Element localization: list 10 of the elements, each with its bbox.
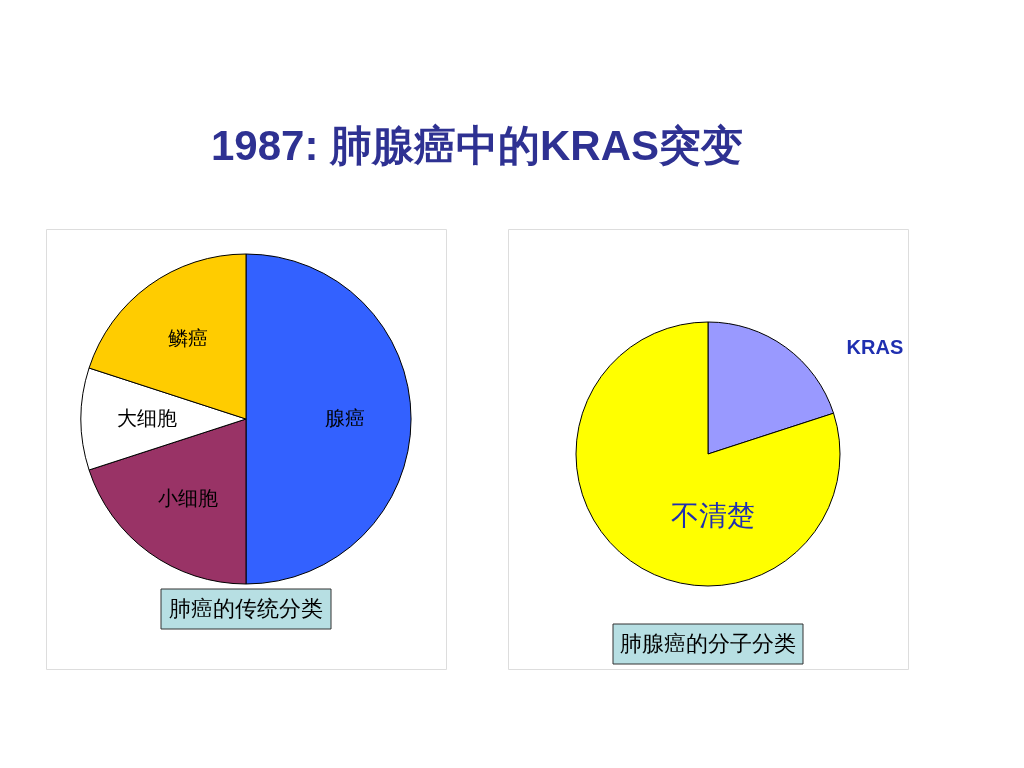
text: 肺癌的传统分类	[169, 596, 323, 621]
slice-label: 大细胞	[117, 406, 177, 430]
slice-label: 腺癌	[325, 406, 365, 430]
slice-label: KRAS	[846, 336, 904, 359]
chart-title: 1987: 肺腺癌中的KRAS突变	[210, 121, 744, 169]
text: 肺腺癌的分子分类	[620, 631, 796, 656]
slice-label: 鳞癌	[167, 325, 208, 350]
pie-slice	[575, 321, 841, 587]
slice-label: 不清楚	[671, 499, 755, 533]
slice-label: 小细胞	[157, 486, 218, 511]
